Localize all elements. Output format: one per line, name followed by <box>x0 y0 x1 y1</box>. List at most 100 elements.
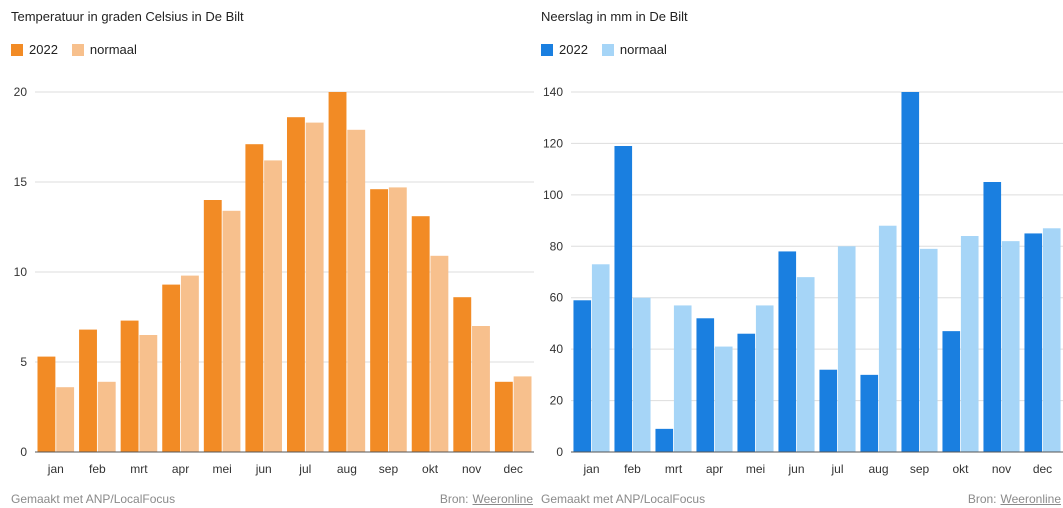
bar-normaal-dec <box>513 376 532 452</box>
y-tick-label: 100 <box>543 188 563 202</box>
legend-swatch-normaal <box>601 43 614 56</box>
bar-normaal-okt <box>960 236 979 452</box>
x-tick-label: jan <box>582 462 599 476</box>
x-tick-label: okt <box>422 462 439 476</box>
x-tick-label: jun <box>255 462 272 476</box>
legend-swatch-normaal <box>71 43 84 56</box>
precipitation-bar-chart: 0 20 40 60 80 100 120 140 jan feb mrt apr mei jun jul a… <box>543 85 1063 476</box>
y-tick-label: 20 <box>14 85 28 99</box>
source-credit: Bron: Weeronline <box>968 492 1061 506</box>
chart-title: Neerslag in mm in De Bilt <box>541 9 688 24</box>
bar-normaal-aug <box>347 129 366 453</box>
x-tick-label: aug <box>868 462 888 476</box>
bar-normaal-jul <box>305 122 324 452</box>
bar-2022-jul <box>286 117 305 452</box>
x-tick-label: mrt <box>665 462 683 476</box>
y-tick-label: 60 <box>550 291 564 305</box>
x-tick-label: feb <box>624 462 641 476</box>
bar-normaal-dec <box>1042 228 1061 452</box>
legend-item-normaal: normaal <box>71 42 137 57</box>
bar-normaal-nov <box>472 326 490 452</box>
x-tick-label: aug <box>337 462 357 476</box>
bar-2022-okt <box>942 331 961 452</box>
chart-legend: 2022 normaal <box>541 42 681 57</box>
bar-normaal-aug <box>878 225 897 452</box>
temperature-bar-chart: 0 5 10 15 20 jan feb mrt apr mei jun jul aug sep okt no… <box>14 85 534 476</box>
bar-2022-jun <box>245 144 264 452</box>
x-tick-label: jul <box>298 462 311 476</box>
legend-label-2022: 2022 <box>559 42 588 57</box>
legend-swatch-2022 <box>11 43 23 56</box>
bar-2022-sep <box>901 92 920 452</box>
x-tick-label: nov <box>462 462 481 476</box>
y-tick-label: 140 <box>543 85 563 99</box>
x-tick-label: sep <box>910 462 930 476</box>
bar-normaal-okt <box>430 255 449 452</box>
y-tick-label: 5 <box>20 355 27 369</box>
source-link[interactable]: Weeronline <box>472 492 533 506</box>
bar-2022-sep <box>370 189 389 452</box>
x-tick-label: dec <box>1033 462 1052 476</box>
bar-2022-mei <box>203 200 222 452</box>
bar-2022-jan <box>37 356 56 452</box>
bar-normaal-jun <box>264 160 283 452</box>
bar-normaal-sep <box>919 248 938 452</box>
x-tick-label: dec <box>504 462 523 476</box>
x-tick-label: mrt <box>130 462 148 476</box>
legend-swatch-2022 <box>541 43 553 56</box>
bar-2022-jul <box>819 369 838 452</box>
bar-normaal-nov <box>1001 241 1020 452</box>
x-tick-label: jul <box>830 462 843 476</box>
bar-2022-nov <box>983 182 1002 452</box>
bar-2022-dec <box>1024 233 1043 452</box>
bar-2022-nov <box>453 297 472 452</box>
precipitation-chart-panel: Neerslag in mm in De Bilt 2022 normaal 0… <box>530 0 1063 508</box>
source-link[interactable]: Weeronline <box>1000 492 1061 506</box>
y-tick-label: 40 <box>550 342 564 356</box>
y-tick-label: 20 <box>550 394 564 408</box>
bar-2022-apr <box>162 284 181 452</box>
chart-legend: 2022 normaal <box>11 42 151 57</box>
bar-normaal-jul <box>837 246 856 452</box>
bar-2022-mei <box>737 333 756 452</box>
legend-item-2022: 2022 <box>11 42 58 57</box>
bar-2022-feb <box>79 329 97 452</box>
source-label: Bron: <box>967 492 997 506</box>
bar-2022-mrt <box>120 320 139 452</box>
legend-item-normaal: normaal <box>601 42 667 57</box>
bar-normaal-mrt <box>673 305 692 452</box>
x-tick-label: apr <box>706 462 723 476</box>
x-tick-label: okt <box>952 462 969 476</box>
bar-normaal-feb <box>632 297 651 452</box>
bar-2022-okt <box>411 216 430 452</box>
x-tick-label: jan <box>47 462 64 476</box>
legend-label-normaal: normaal <box>89 42 137 57</box>
legend-label-2022: 2022 <box>29 42 58 57</box>
chart-title: Temperatuur in graden Celsius in De Bilt <box>11 9 244 24</box>
made-with-credit: Gemaakt met ANP/LocalFocus <box>541 492 706 506</box>
bar-2022-jan <box>573 300 592 452</box>
made-with-credit: Gemaakt met ANP/LocalFocus <box>11 492 176 506</box>
y-tick-label: 15 <box>14 175 28 189</box>
bar-normaal-apr <box>714 346 733 452</box>
x-tick-label: feb <box>89 462 106 476</box>
bar-2022-dec <box>494 381 513 452</box>
bar-2022-apr <box>696 318 715 452</box>
y-tick-label: 120 <box>543 136 563 150</box>
x-tick-label: jun <box>787 462 804 476</box>
bar-normaal-mei <box>755 305 774 452</box>
x-tick-label: mei <box>746 462 765 476</box>
y-tick-label: 0 <box>20 445 27 459</box>
y-tick-label: 10 <box>14 265 28 279</box>
bar-normaal-feb <box>97 381 116 452</box>
x-tick-label: nov <box>992 462 1011 476</box>
bar-normaal-mrt <box>139 335 158 452</box>
bar-2022-mrt <box>655 428 674 452</box>
bar-normaal-jun <box>796 277 815 452</box>
bar-normaal-sep <box>388 187 407 452</box>
bar-2022-jun <box>778 251 797 452</box>
bar-normaal-apr <box>180 275 199 452</box>
bar-2022-aug <box>328 92 347 452</box>
x-tick-label: mei <box>212 462 231 476</box>
bar-2022-aug <box>860 374 879 452</box>
